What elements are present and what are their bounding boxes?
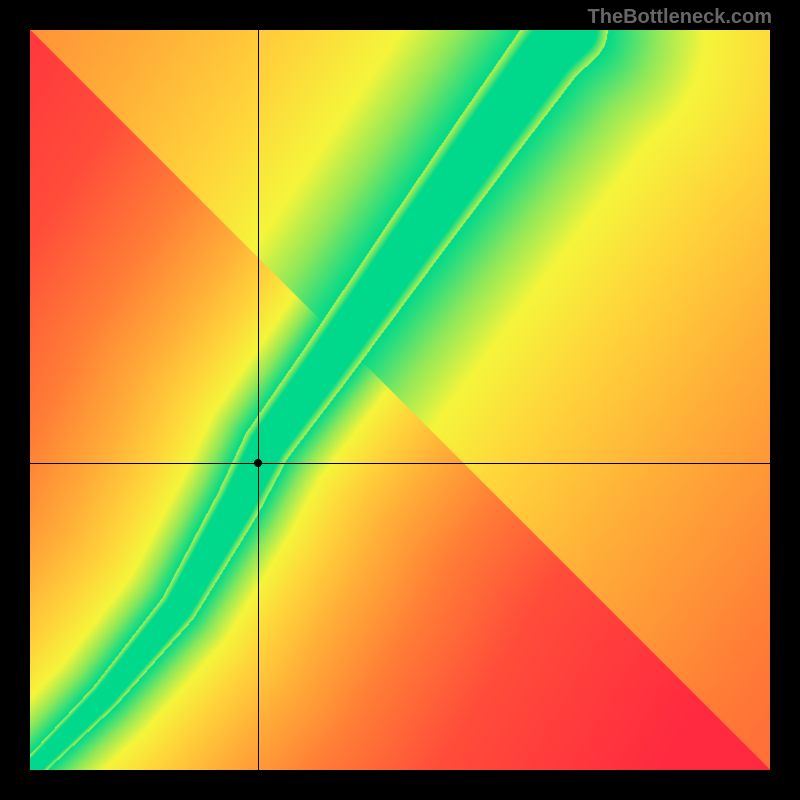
- watermark-text: TheBottleneck.com: [588, 6, 772, 29]
- heatmap-canvas: [30, 30, 770, 770]
- crosshair-horizontal: [30, 463, 770, 464]
- crosshair-marker: [254, 459, 262, 467]
- crosshair-vertical: [258, 30, 259, 770]
- plot-area: [30, 30, 770, 770]
